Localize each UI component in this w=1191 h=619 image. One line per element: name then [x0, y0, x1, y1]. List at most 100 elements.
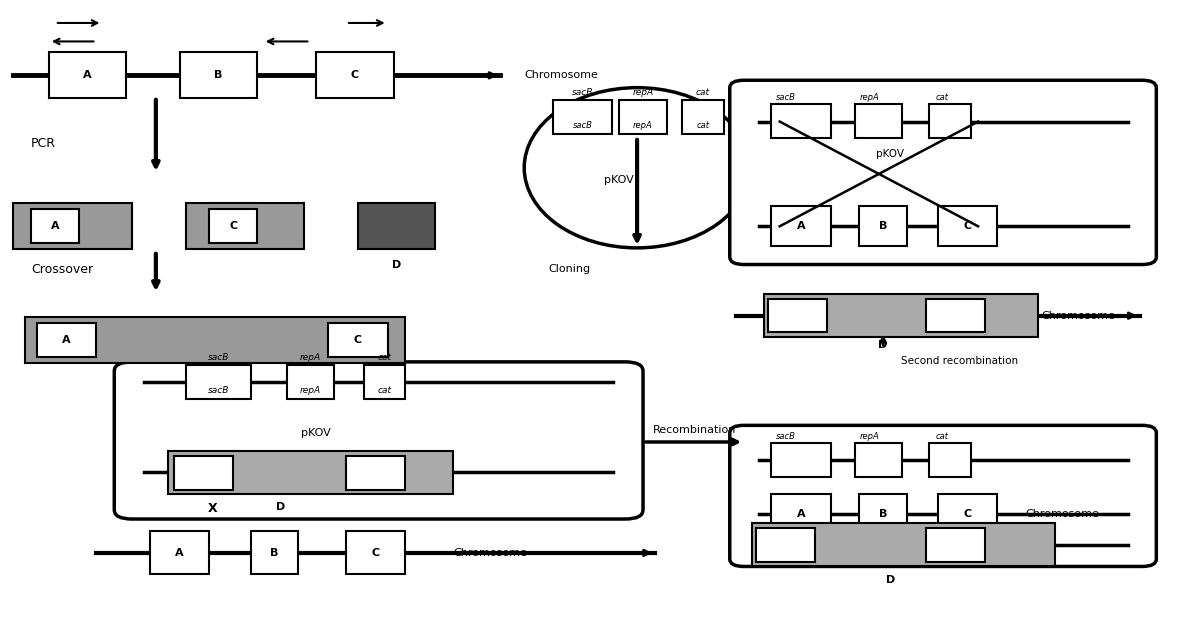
Text: sacB: sacB	[775, 93, 796, 102]
Text: Chromosome: Chromosome	[1041, 311, 1115, 321]
FancyBboxPatch shape	[287, 365, 335, 399]
Text: pKOV: pKOV	[301, 428, 331, 438]
Text: repA: repA	[632, 88, 654, 97]
Text: repA: repA	[860, 93, 880, 102]
FancyBboxPatch shape	[854, 104, 902, 138]
Text: A: A	[797, 509, 805, 519]
Text: D: D	[276, 501, 286, 512]
Text: Crossover: Crossover	[31, 263, 93, 276]
FancyBboxPatch shape	[180, 52, 257, 98]
Text: Second recombination: Second recombination	[900, 357, 1018, 366]
Text: B: B	[879, 222, 887, 232]
Text: cat: cat	[378, 353, 392, 362]
Text: C: C	[952, 311, 960, 321]
Text: A: A	[797, 222, 805, 232]
FancyBboxPatch shape	[772, 494, 831, 534]
FancyBboxPatch shape	[345, 456, 405, 490]
Text: Recombination: Recombination	[653, 425, 736, 435]
FancyBboxPatch shape	[682, 100, 724, 134]
Text: sacB: sacB	[207, 386, 229, 394]
Text: A: A	[199, 469, 207, 478]
Text: A: A	[793, 311, 802, 321]
Text: B: B	[214, 71, 223, 80]
Text: X: X	[208, 502, 218, 515]
FancyBboxPatch shape	[363, 365, 405, 399]
Text: repA: repA	[860, 432, 880, 441]
FancyBboxPatch shape	[925, 299, 985, 332]
FancyBboxPatch shape	[186, 203, 305, 249]
Text: pKOV: pKOV	[877, 149, 904, 158]
Text: B: B	[879, 509, 887, 519]
Text: C: C	[952, 540, 960, 550]
Text: C: C	[354, 335, 362, 345]
Ellipse shape	[524, 88, 750, 248]
Text: cat: cat	[936, 432, 949, 441]
Text: repA: repA	[300, 386, 320, 394]
FancyBboxPatch shape	[859, 206, 906, 246]
Text: X: X	[941, 524, 950, 537]
FancyBboxPatch shape	[756, 528, 816, 561]
FancyBboxPatch shape	[37, 323, 96, 357]
FancyBboxPatch shape	[768, 299, 828, 332]
FancyBboxPatch shape	[925, 528, 985, 561]
Text: D: D	[211, 374, 220, 384]
Text: A: A	[781, 540, 790, 550]
Text: pKOV: pKOV	[604, 175, 634, 185]
Text: D: D	[886, 575, 894, 585]
Text: C: C	[372, 548, 380, 558]
FancyBboxPatch shape	[345, 531, 405, 574]
Text: D: D	[392, 260, 401, 270]
Text: C: C	[964, 509, 972, 519]
FancyBboxPatch shape	[937, 494, 997, 534]
Text: sacB: sacB	[775, 432, 796, 441]
Text: PCR: PCR	[31, 137, 56, 150]
Text: A: A	[50, 222, 60, 232]
FancyBboxPatch shape	[186, 365, 251, 399]
Text: sacB: sacB	[572, 88, 593, 97]
FancyBboxPatch shape	[150, 531, 210, 574]
FancyBboxPatch shape	[929, 443, 971, 477]
Text: C: C	[372, 469, 380, 478]
FancyBboxPatch shape	[854, 443, 902, 477]
Text: Chromosome: Chromosome	[453, 548, 526, 558]
FancyBboxPatch shape	[317, 52, 393, 98]
FancyBboxPatch shape	[730, 425, 1156, 566]
FancyBboxPatch shape	[937, 206, 997, 246]
FancyBboxPatch shape	[210, 209, 257, 243]
FancyBboxPatch shape	[619, 100, 667, 134]
Text: sacB: sacB	[207, 353, 229, 362]
FancyBboxPatch shape	[25, 317, 405, 363]
FancyBboxPatch shape	[553, 100, 612, 134]
FancyBboxPatch shape	[929, 104, 971, 138]
Text: cat: cat	[696, 88, 710, 97]
FancyBboxPatch shape	[251, 531, 299, 574]
FancyBboxPatch shape	[772, 104, 831, 138]
FancyBboxPatch shape	[114, 362, 643, 519]
Text: sacB: sacB	[573, 121, 592, 129]
FancyBboxPatch shape	[49, 52, 126, 98]
FancyBboxPatch shape	[13, 203, 132, 249]
Text: Cloning: Cloning	[548, 264, 590, 274]
FancyBboxPatch shape	[765, 294, 1037, 337]
Text: C: C	[351, 71, 358, 80]
Text: cat: cat	[378, 386, 392, 394]
Text: Chromosome: Chromosome	[524, 71, 598, 80]
Text: repA: repA	[634, 121, 653, 129]
Text: A: A	[175, 548, 183, 558]
Text: Chromosome: Chromosome	[1025, 509, 1099, 519]
Text: A: A	[83, 71, 92, 80]
FancyBboxPatch shape	[730, 80, 1156, 264]
Text: C: C	[229, 222, 237, 232]
FancyBboxPatch shape	[859, 494, 906, 534]
FancyBboxPatch shape	[329, 323, 387, 357]
Text: repA: repA	[300, 353, 320, 362]
FancyBboxPatch shape	[168, 451, 453, 495]
FancyBboxPatch shape	[772, 206, 831, 246]
FancyBboxPatch shape	[174, 456, 233, 490]
Text: cat: cat	[936, 93, 949, 102]
Text: C: C	[964, 222, 972, 232]
Text: cat: cat	[697, 121, 710, 129]
Text: A: A	[62, 335, 71, 345]
FancyBboxPatch shape	[357, 203, 435, 249]
FancyBboxPatch shape	[772, 443, 831, 477]
